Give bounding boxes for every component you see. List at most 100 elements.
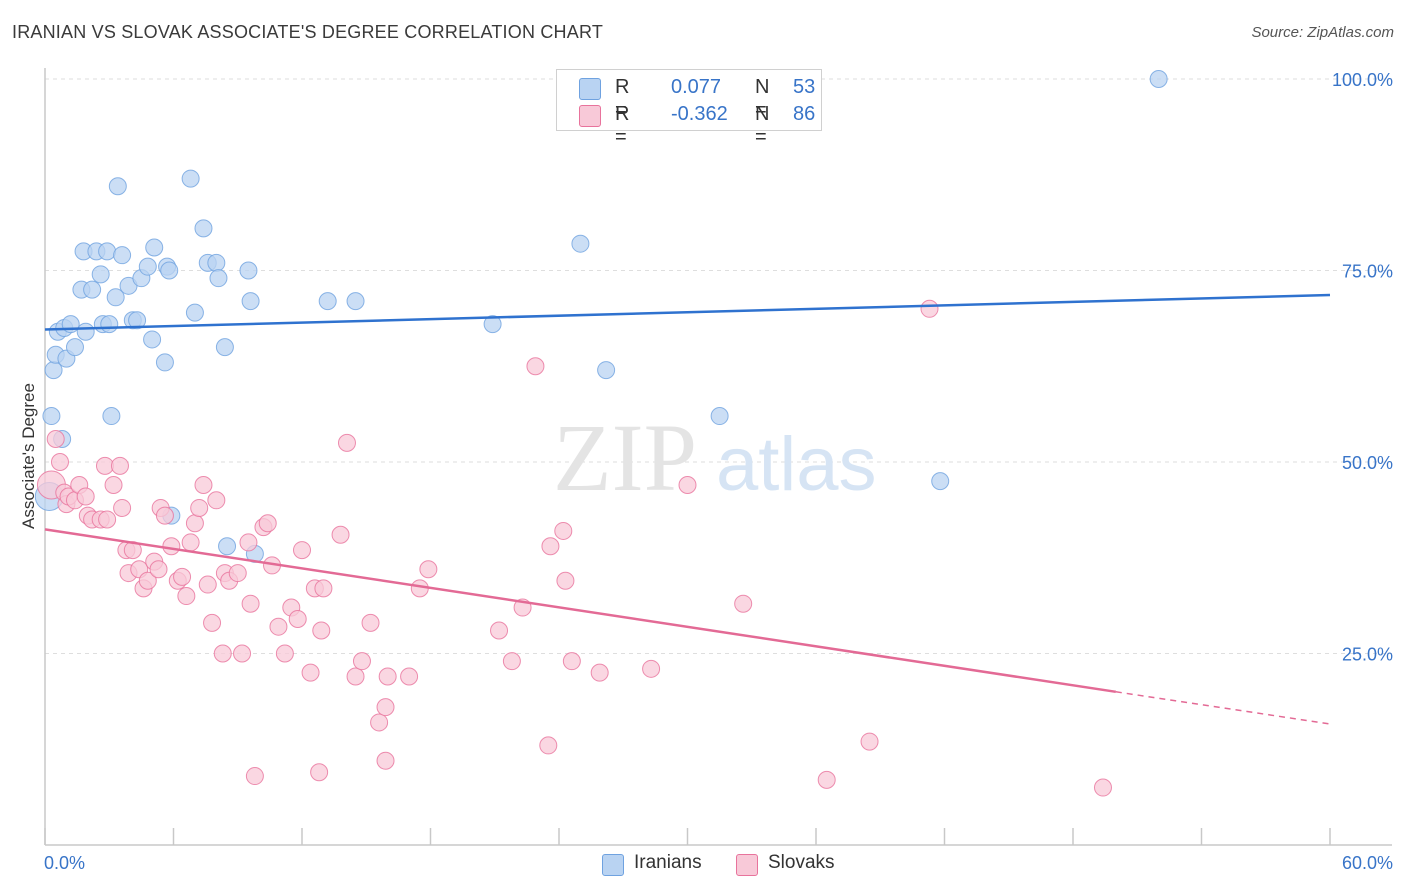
slovaks-point bbox=[541, 537, 560, 556]
iranians-point bbox=[239, 261, 258, 280]
trend-lines bbox=[44, 293, 1331, 725]
slovaks-point bbox=[104, 475, 123, 494]
slovaks-point bbox=[352, 652, 371, 671]
watermark-zip: ZIP bbox=[553, 404, 697, 511]
slovaks-point bbox=[642, 659, 661, 678]
slovaks-point bbox=[50, 453, 69, 471]
legend-n-label: N = bbox=[755, 76, 770, 121]
slovaks-point bbox=[155, 506, 174, 525]
slovaks-point bbox=[275, 644, 294, 663]
iranians-point bbox=[181, 169, 200, 188]
iranians-point bbox=[143, 330, 162, 349]
iranians-point bbox=[83, 280, 102, 299]
slovaks-point bbox=[258, 514, 277, 533]
legend-r-value: 0.077 bbox=[671, 76, 722, 98]
legend-r-value: -0.362 bbox=[671, 103, 728, 125]
slovaks-point bbox=[378, 667, 397, 686]
iranians-point bbox=[483, 315, 502, 334]
iranians-point bbox=[145, 238, 164, 257]
slovaks-point bbox=[110, 456, 129, 475]
slovaks-point bbox=[556, 571, 575, 590]
slovaks-point bbox=[293, 541, 311, 560]
iranians-point bbox=[185, 303, 204, 322]
slovaks-point bbox=[194, 475, 213, 494]
slovaks-point bbox=[370, 713, 389, 732]
slovaks-point bbox=[190, 498, 209, 517]
slovaks-point bbox=[590, 663, 609, 682]
y-tick-label: 50.0% bbox=[1342, 453, 1393, 473]
y-axis-label: Associate's Degree bbox=[19, 383, 38, 529]
slovaks-point bbox=[361, 613, 380, 632]
iranians-point bbox=[100, 315, 119, 334]
bottom-legend-label: Slovaks bbox=[768, 852, 835, 873]
iranians-point bbox=[710, 407, 729, 426]
slovaks-point bbox=[185, 514, 204, 533]
iranians-point bbox=[207, 253, 226, 272]
slovaks-point bbox=[76, 487, 95, 506]
iranians-point bbox=[155, 353, 174, 372]
iranians-point bbox=[160, 261, 179, 280]
slovaks-point bbox=[376, 751, 395, 770]
iranians-point bbox=[128, 311, 147, 330]
gridlines bbox=[45, 78, 1392, 654]
slovaks-point bbox=[46, 430, 65, 449]
slovaks-point bbox=[177, 587, 196, 606]
slovaks-point bbox=[860, 732, 879, 751]
slovaks-point bbox=[331, 525, 350, 544]
iranians-point bbox=[1149, 70, 1168, 88]
iranians-point bbox=[346, 292, 365, 311]
slovaks-point bbox=[554, 521, 573, 540]
slovaks-point bbox=[562, 652, 581, 671]
slovaks-point bbox=[203, 613, 222, 632]
slovaks-point bbox=[526, 357, 545, 376]
iranians-point bbox=[91, 265, 110, 284]
iranians-point bbox=[241, 292, 260, 311]
iranians-point bbox=[42, 407, 61, 426]
slovaks-point bbox=[678, 475, 697, 494]
slovaks-point bbox=[181, 533, 200, 552]
slovaks-point bbox=[920, 299, 939, 318]
iranians-point bbox=[108, 177, 127, 196]
slovaks-point bbox=[162, 537, 181, 556]
slovaks-point bbox=[817, 770, 836, 789]
tick-labels: 100.0% 75.0% 50.0% 25.0% 0.0% 60.0% bbox=[44, 70, 1393, 873]
legend-r-label: R = bbox=[615, 103, 630, 148]
legend-n-value: 86 bbox=[793, 103, 816, 125]
slovaks-point bbox=[245, 767, 264, 786]
slovaks-point bbox=[198, 575, 217, 594]
slovaks-point bbox=[288, 610, 307, 629]
slovaks-point bbox=[95, 456, 114, 475]
iranians-point bbox=[209, 269, 228, 288]
iranians-point bbox=[65, 338, 84, 357]
iranians-point bbox=[215, 338, 234, 357]
slovaks-trend-line bbox=[44, 528, 1117, 694]
legend-n-label: N = bbox=[755, 103, 770, 148]
slovaks-point bbox=[207, 491, 226, 510]
iranians-point bbox=[102, 407, 121, 426]
watermark-atlas: atlas bbox=[716, 422, 877, 507]
slovaks-point bbox=[149, 560, 168, 579]
legend-r-label: R = bbox=[615, 76, 630, 121]
iranians-point bbox=[194, 219, 213, 238]
x-tick-label: 60.0% bbox=[1342, 853, 1393, 873]
slovaks-point bbox=[337, 433, 356, 452]
slovaks-point bbox=[419, 560, 438, 579]
slovaks-point bbox=[539, 736, 558, 755]
iranians-swatch bbox=[579, 78, 601, 100]
x-tick-label: 0.0% bbox=[44, 853, 85, 873]
iranians-point bbox=[571, 234, 590, 253]
iranians-point bbox=[138, 257, 157, 276]
slovaks-point bbox=[400, 667, 419, 686]
slovaks-point bbox=[314, 579, 333, 598]
chart-title: IRANIAN VS SLOVAK ASSOCIATE'S DEGREE COR… bbox=[12, 22, 604, 42]
slovaks-points bbox=[36, 299, 1112, 797]
bottom-legend-label: Iranians bbox=[634, 852, 702, 873]
slovaks-point bbox=[502, 652, 521, 671]
iranians-point bbox=[318, 292, 337, 311]
iranians-trend-line bbox=[44, 293, 1331, 331]
iranians-point bbox=[218, 537, 237, 556]
slovaks-point bbox=[269, 617, 288, 636]
y-tick-label: 100.0% bbox=[1332, 70, 1393, 90]
iranians-point bbox=[76, 322, 95, 341]
